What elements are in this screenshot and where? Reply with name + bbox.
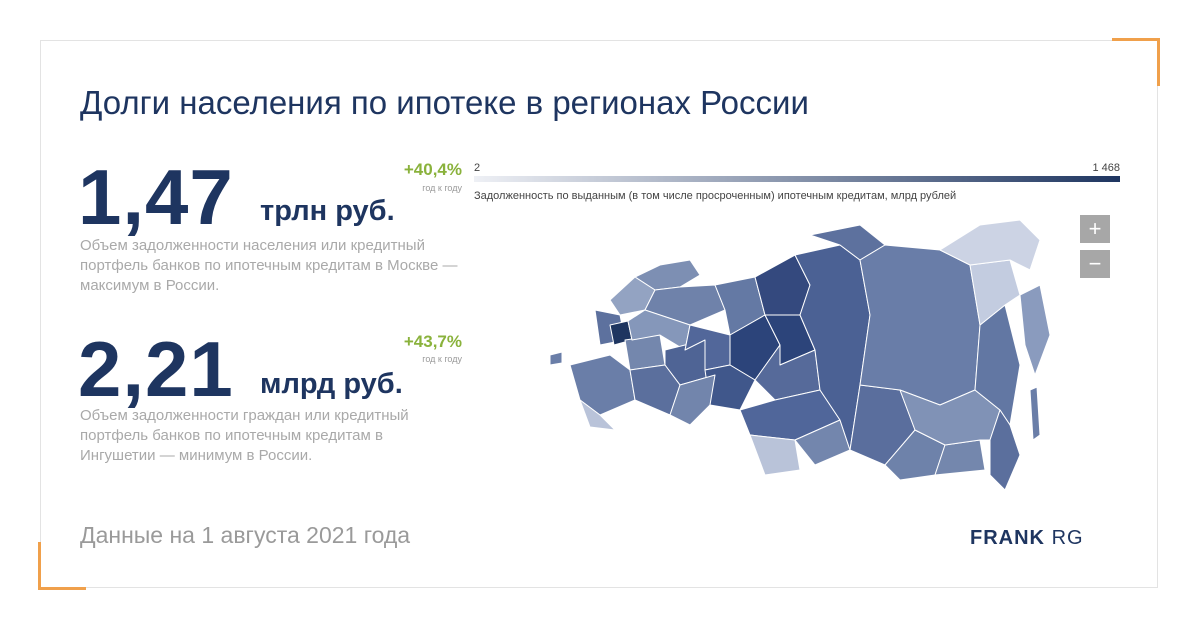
- map-region-altai: [749, 434, 801, 476]
- legend-color-scale: [474, 176, 1120, 182]
- stat-ingushetia-value: 2,21: [78, 325, 234, 413]
- legend-min-label: 2: [474, 162, 481, 174]
- stat-moscow-growth: +40,4%: [403, 160, 462, 179]
- corner-accent-bottom-left: [38, 542, 86, 590]
- data-date: Данные на 1 августа 2021 года: [80, 522, 411, 548]
- map-region-caucasus: [579, 399, 616, 431]
- zoom-out-button[interactable]: −: [1080, 250, 1110, 278]
- logo-light-part: RG: [1051, 527, 1084, 549]
- stat-moscow-description: Объем задолженности населения или кредит…: [80, 237, 458, 294]
- map-region-kamchatka: [1019, 284, 1051, 376]
- stat-ingushetia-unit: млрд руб.: [260, 368, 403, 400]
- stat-moscow-value: 1,47: [78, 153, 234, 241]
- stat-ingushetia-description: Объем задолженности граждан или кредитны…: [80, 407, 409, 464]
- map-region-central-1: [624, 334, 666, 371]
- map-region-orenburg: [669, 374, 716, 426]
- map-region-primorye: [989, 409, 1021, 491]
- map-region-chukotka: [939, 219, 1041, 271]
- corner-accent-top-right: [1112, 38, 1160, 86]
- legend-max-label: 1 468: [1092, 162, 1120, 174]
- stat-ingushetia-growth: +43,7%: [403, 332, 462, 351]
- stat-moscow-growth-note: год к году: [422, 183, 462, 193]
- zoom-in-button[interactable]: +: [1080, 215, 1110, 243]
- frank-rg-logo[interactable]: FRANK RG: [970, 527, 1084, 550]
- stat-moscow-unit: трлн руб.: [260, 195, 395, 227]
- map-region-yakutia: [859, 244, 981, 406]
- stat-ingushetia-growth-note: год к году: [422, 354, 462, 364]
- map-region-sakhalin: [1029, 386, 1041, 441]
- russia-choropleth-map[interactable]: [540, 215, 1070, 505]
- map-region-kaliningrad: [549, 351, 563, 366]
- map-region-south: [569, 354, 636, 416]
- logo-bold-part: FRANK: [970, 527, 1045, 549]
- map-caption: Задолженность по выданным (в том числе п…: [474, 190, 957, 202]
- page-title: Долги населения по ипотеке в регионах Ро…: [80, 84, 809, 121]
